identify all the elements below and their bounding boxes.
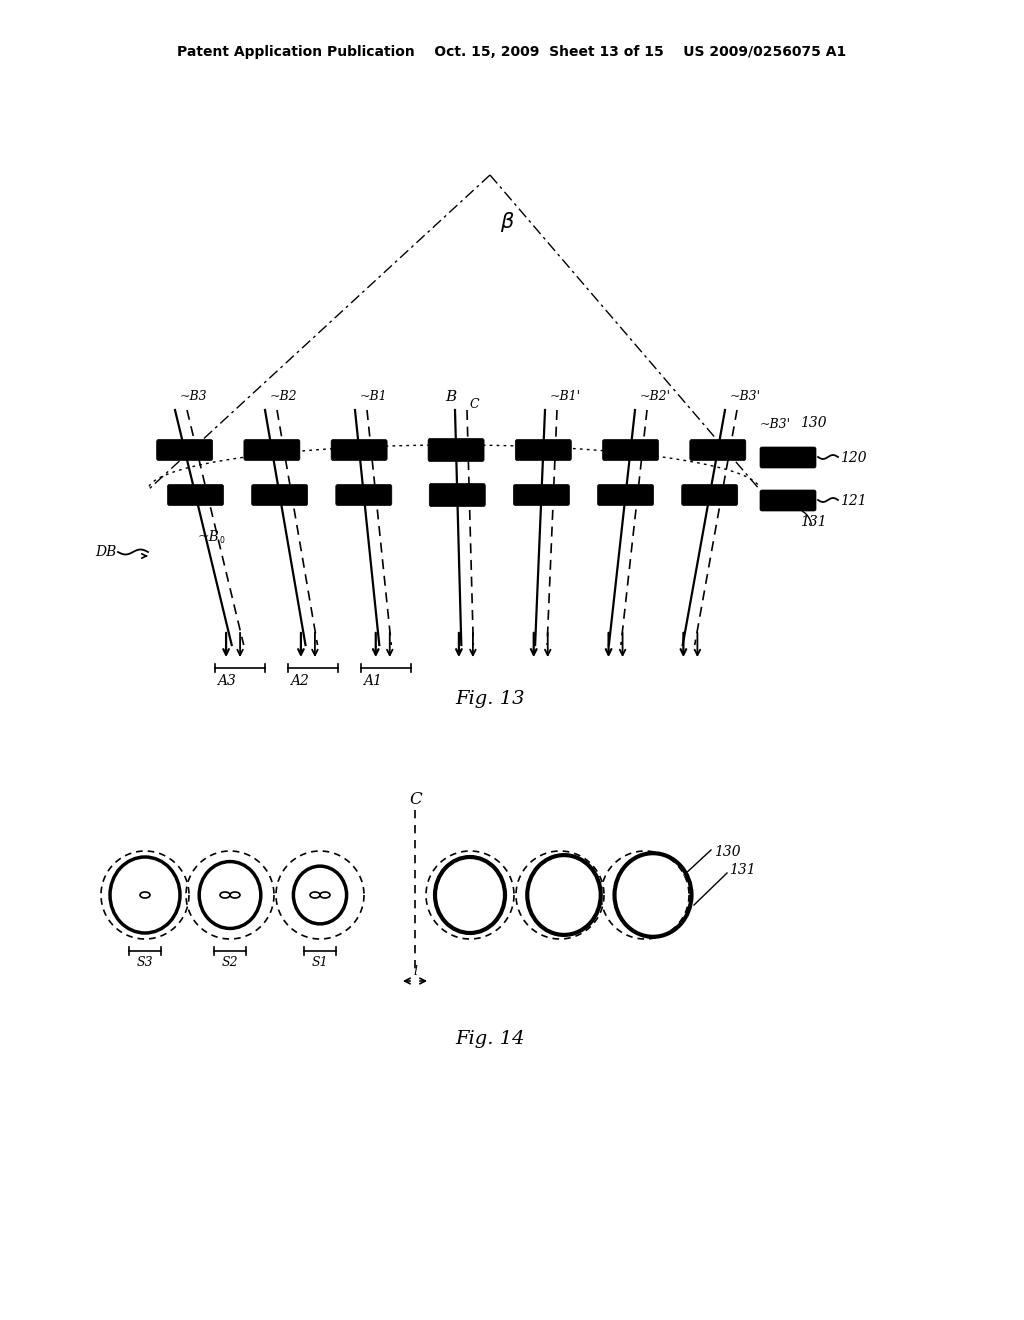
- FancyBboxPatch shape: [168, 484, 223, 506]
- Text: l: l: [413, 965, 417, 978]
- FancyBboxPatch shape: [331, 440, 387, 461]
- Text: ~B1': ~B1': [550, 389, 581, 403]
- Text: ~B3': ~B3': [730, 389, 761, 403]
- Text: ~B: ~B: [198, 531, 220, 544]
- FancyBboxPatch shape: [760, 490, 816, 511]
- Text: 130: 130: [800, 416, 826, 430]
- Text: $_0$: $_0$: [219, 535, 225, 548]
- FancyBboxPatch shape: [682, 484, 737, 506]
- Text: ~B3: ~B3: [180, 389, 208, 403]
- Text: S1: S1: [311, 956, 329, 969]
- FancyBboxPatch shape: [428, 438, 484, 462]
- FancyBboxPatch shape: [252, 484, 307, 506]
- FancyBboxPatch shape: [602, 440, 658, 461]
- Text: Fig. 13: Fig. 13: [456, 690, 524, 708]
- Text: 131: 131: [800, 515, 826, 529]
- FancyBboxPatch shape: [157, 440, 213, 461]
- FancyBboxPatch shape: [760, 447, 816, 469]
- Text: Fig. 14: Fig. 14: [456, 1030, 524, 1048]
- FancyBboxPatch shape: [690, 440, 745, 461]
- Text: C: C: [409, 791, 422, 808]
- Text: 120: 120: [840, 451, 866, 465]
- Text: S3: S3: [136, 956, 154, 969]
- Text: 121: 121: [840, 494, 866, 508]
- Text: ~B1: ~B1: [360, 389, 388, 403]
- Text: ~B2: ~B2: [270, 389, 298, 403]
- Text: S2: S2: [221, 956, 239, 969]
- Text: Patent Application Publication    Oct. 15, 2009  Sheet 13 of 15    US 2009/02560: Patent Application Publication Oct. 15, …: [177, 45, 847, 59]
- Text: A2: A2: [290, 675, 309, 688]
- Text: ~B2': ~B2': [640, 389, 671, 403]
- FancyBboxPatch shape: [336, 484, 392, 506]
- FancyBboxPatch shape: [598, 484, 653, 506]
- Text: 131: 131: [729, 863, 756, 876]
- Text: B: B: [445, 389, 457, 404]
- Text: A3: A3: [217, 675, 237, 688]
- FancyBboxPatch shape: [513, 484, 569, 506]
- Text: A1: A1: [362, 675, 382, 688]
- FancyBboxPatch shape: [515, 440, 571, 461]
- FancyBboxPatch shape: [244, 440, 300, 461]
- Text: DB: DB: [95, 545, 117, 558]
- Text: 130: 130: [714, 845, 740, 859]
- Text: $\beta$: $\beta$: [500, 210, 515, 234]
- FancyBboxPatch shape: [429, 483, 485, 507]
- Text: ~B3': ~B3': [760, 418, 791, 432]
- Text: C: C: [470, 399, 479, 411]
